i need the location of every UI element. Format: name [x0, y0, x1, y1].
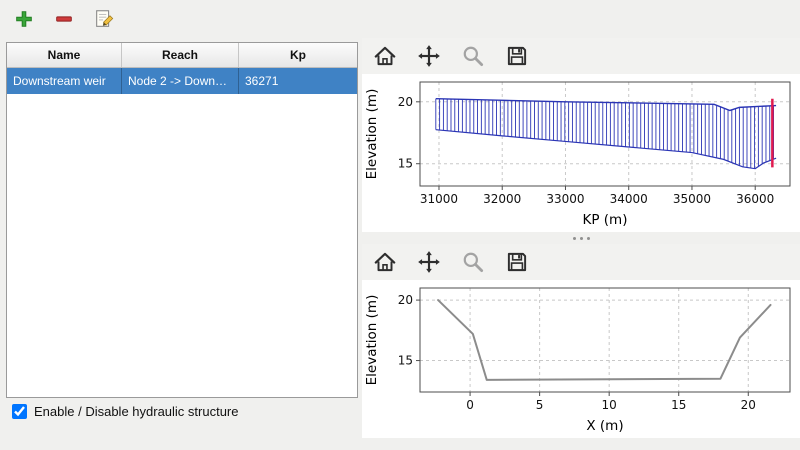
minus-icon [56, 16, 72, 22]
save-button[interactable] [502, 247, 532, 277]
pan-icon [418, 251, 440, 273]
column-header-kp[interactable]: Kp [290, 48, 306, 62]
zoom-button[interactable] [458, 41, 488, 71]
table-body: Downstream weir Node 2 -> Down… 36271 [7, 68, 357, 94]
pan-button[interactable] [414, 247, 444, 277]
home-button[interactable] [370, 247, 400, 277]
svg-text:0: 0 [466, 398, 474, 412]
svg-text:X (m): X (m) [586, 418, 623, 434]
add-structure-button[interactable] [10, 5, 38, 33]
column-header-reach[interactable]: Reach [122, 43, 239, 67]
main-toolbar [0, 0, 800, 38]
svg-text:15: 15 [671, 398, 686, 412]
svg-text:Elevation (m): Elevation (m) [364, 295, 380, 386]
svg-text:35000: 35000 [673, 192, 711, 206]
svg-text:10: 10 [602, 398, 617, 412]
save-icon [507, 252, 527, 272]
cross-section-plot-toolbar [362, 244, 800, 280]
profile-figure-group: 31000 32000 33000 34000 35000 36000 15 20 KP (m)… [362, 38, 800, 232]
cell[interactable]: Node 2 -> Down… [122, 68, 239, 94]
pan-icon [418, 45, 440, 67]
edit-structure-button[interactable] [90, 5, 118, 33]
svg-text:20: 20 [398, 293, 413, 307]
splitter-dots [579, 236, 583, 240]
svg-text:36000: 36000 [736, 192, 774, 206]
home-icon [374, 252, 396, 272]
zoom-button[interactable] [458, 247, 488, 277]
enable-structure-checkbox[interactable] [12, 404, 27, 419]
home-button[interactable] [370, 41, 400, 71]
cell[interactable]: Downstream weir [7, 68, 122, 94]
cell[interactable]: 36271 [245, 74, 279, 88]
svg-text:15: 15 [398, 354, 413, 368]
svg-text:20: 20 [741, 398, 756, 412]
svg-text:Elevation (m): Elevation (m) [364, 89, 380, 180]
table-row[interactable]: Downstream weir Node 2 -> Down… 36271 [7, 68, 357, 94]
plus-icon [16, 11, 32, 27]
svg-text:33000: 33000 [546, 192, 584, 206]
edit-icon [96, 10, 114, 27]
svg-text:20: 20 [398, 95, 413, 109]
remove-structure-button[interactable] [50, 5, 78, 33]
zoom-icon [463, 252, 484, 273]
svg-text:5: 5 [536, 398, 544, 412]
table-header: Name Reach Kp [7, 43, 357, 68]
svg-text:31000: 31000 [420, 192, 458, 206]
enable-structure-label: Enable / Disable hydraulic structure [34, 404, 239, 419]
profile-chart-canvas[interactable]: 31000 32000 33000 34000 35000 36000 15 20 KP (m)… [362, 74, 800, 232]
save-icon [507, 46, 527, 66]
plots-panel: 31000 32000 33000 34000 35000 36000 15 20 KP (m)… [362, 38, 800, 450]
structures-table: Name Reach Kp Downstream weir Node 2 -> Dow… [6, 42, 358, 398]
svg-text:15: 15 [398, 157, 413, 171]
svg-text:32000: 32000 [483, 192, 521, 206]
cross-section-chart-canvas[interactable]: 0 5 10 15 20 15 20 X (m) Elevation (m) [362, 280, 800, 438]
pan-button[interactable] [414, 41, 444, 71]
svg-text:34000: 34000 [610, 192, 648, 206]
home-icon [374, 46, 396, 66]
zoom-icon [463, 46, 484, 67]
save-button[interactable] [502, 41, 532, 71]
cross-section-figure-group: 0 5 10 15 20 15 20 X (m) Elevation (m) [362, 244, 800, 438]
svg-text:KP (m): KP (m) [583, 212, 628, 228]
profile-plot-toolbar [362, 38, 800, 74]
column-header-name[interactable]: Name [7, 43, 122, 67]
splitter-handle[interactable] [362, 232, 800, 244]
enable-structure-row: Enable / Disable hydraulic structure [12, 404, 239, 419]
